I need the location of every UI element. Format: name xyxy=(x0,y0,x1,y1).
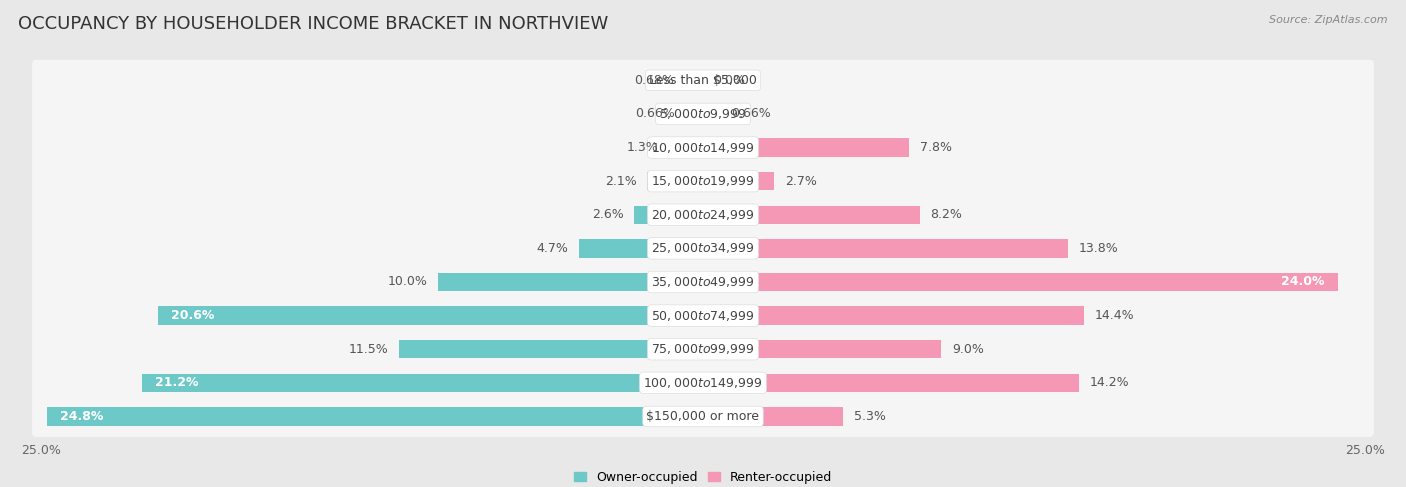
Bar xyxy=(686,105,703,123)
Bar xyxy=(703,239,1069,258)
Text: $150,000 or more: $150,000 or more xyxy=(647,410,759,423)
Text: 2.1%: 2.1% xyxy=(605,175,637,187)
FancyBboxPatch shape xyxy=(32,228,1374,269)
Text: 14.2%: 14.2% xyxy=(1090,376,1129,389)
Bar xyxy=(703,172,775,190)
Bar xyxy=(703,206,920,224)
Text: $50,000 to $74,999: $50,000 to $74,999 xyxy=(651,309,755,322)
FancyBboxPatch shape xyxy=(32,362,1374,403)
Bar xyxy=(703,340,941,358)
Bar xyxy=(669,138,703,157)
FancyBboxPatch shape xyxy=(32,127,1374,168)
Text: 0.66%: 0.66% xyxy=(731,108,770,120)
FancyBboxPatch shape xyxy=(32,329,1374,370)
FancyBboxPatch shape xyxy=(32,60,1374,101)
Bar xyxy=(703,407,844,426)
Bar xyxy=(439,273,703,291)
FancyBboxPatch shape xyxy=(32,396,1374,437)
Text: 4.7%: 4.7% xyxy=(536,242,568,255)
Bar xyxy=(703,374,1078,392)
Bar xyxy=(703,273,1339,291)
Bar xyxy=(157,306,703,325)
Text: $75,000 to $99,999: $75,000 to $99,999 xyxy=(651,342,755,356)
Bar xyxy=(685,71,703,90)
Text: $100,000 to $149,999: $100,000 to $149,999 xyxy=(644,376,762,390)
Text: Source: ZipAtlas.com: Source: ZipAtlas.com xyxy=(1270,15,1388,25)
Bar xyxy=(703,105,720,123)
Text: 10.0%: 10.0% xyxy=(388,276,427,288)
Text: 20.6%: 20.6% xyxy=(172,309,214,322)
Text: 7.8%: 7.8% xyxy=(920,141,952,154)
FancyBboxPatch shape xyxy=(32,161,1374,202)
Text: $35,000 to $49,999: $35,000 to $49,999 xyxy=(651,275,755,289)
FancyBboxPatch shape xyxy=(32,295,1374,336)
Text: 0.0%: 0.0% xyxy=(714,74,745,87)
Text: 9.0%: 9.0% xyxy=(952,343,984,356)
Bar xyxy=(703,306,1084,325)
Text: Less than $5,000: Less than $5,000 xyxy=(650,74,756,87)
Text: 0.66%: 0.66% xyxy=(636,108,675,120)
Text: OCCUPANCY BY HOUSEHOLDER INCOME BRACKET IN NORTHVIEW: OCCUPANCY BY HOUSEHOLDER INCOME BRACKET … xyxy=(18,15,609,33)
FancyBboxPatch shape xyxy=(32,94,1374,134)
Text: 24.0%: 24.0% xyxy=(1281,276,1324,288)
Text: 13.8%: 13.8% xyxy=(1078,242,1119,255)
FancyBboxPatch shape xyxy=(32,194,1374,235)
Text: 21.2%: 21.2% xyxy=(155,376,198,389)
Bar xyxy=(46,407,703,426)
Text: $20,000 to $24,999: $20,000 to $24,999 xyxy=(651,208,755,222)
Bar xyxy=(647,172,703,190)
Bar xyxy=(634,206,703,224)
Bar xyxy=(703,138,910,157)
Text: $10,000 to $14,999: $10,000 to $14,999 xyxy=(651,141,755,154)
Text: 2.7%: 2.7% xyxy=(785,175,817,187)
Text: 1.3%: 1.3% xyxy=(626,141,658,154)
Text: 24.8%: 24.8% xyxy=(60,410,103,423)
Bar xyxy=(399,340,703,358)
Bar xyxy=(579,239,703,258)
Text: 5.3%: 5.3% xyxy=(853,410,886,423)
Legend: Owner-occupied, Renter-occupied: Owner-occupied, Renter-occupied xyxy=(568,466,838,487)
Text: 8.2%: 8.2% xyxy=(931,208,963,221)
Text: 2.6%: 2.6% xyxy=(592,208,624,221)
Text: 11.5%: 11.5% xyxy=(349,343,388,356)
Text: 14.4%: 14.4% xyxy=(1095,309,1135,322)
Bar xyxy=(142,374,703,392)
Text: 0.68%: 0.68% xyxy=(634,74,675,87)
FancyBboxPatch shape xyxy=(32,262,1374,302)
Text: $25,000 to $34,999: $25,000 to $34,999 xyxy=(651,242,755,255)
Text: $15,000 to $19,999: $15,000 to $19,999 xyxy=(651,174,755,188)
Text: $5,000 to $9,999: $5,000 to $9,999 xyxy=(659,107,747,121)
